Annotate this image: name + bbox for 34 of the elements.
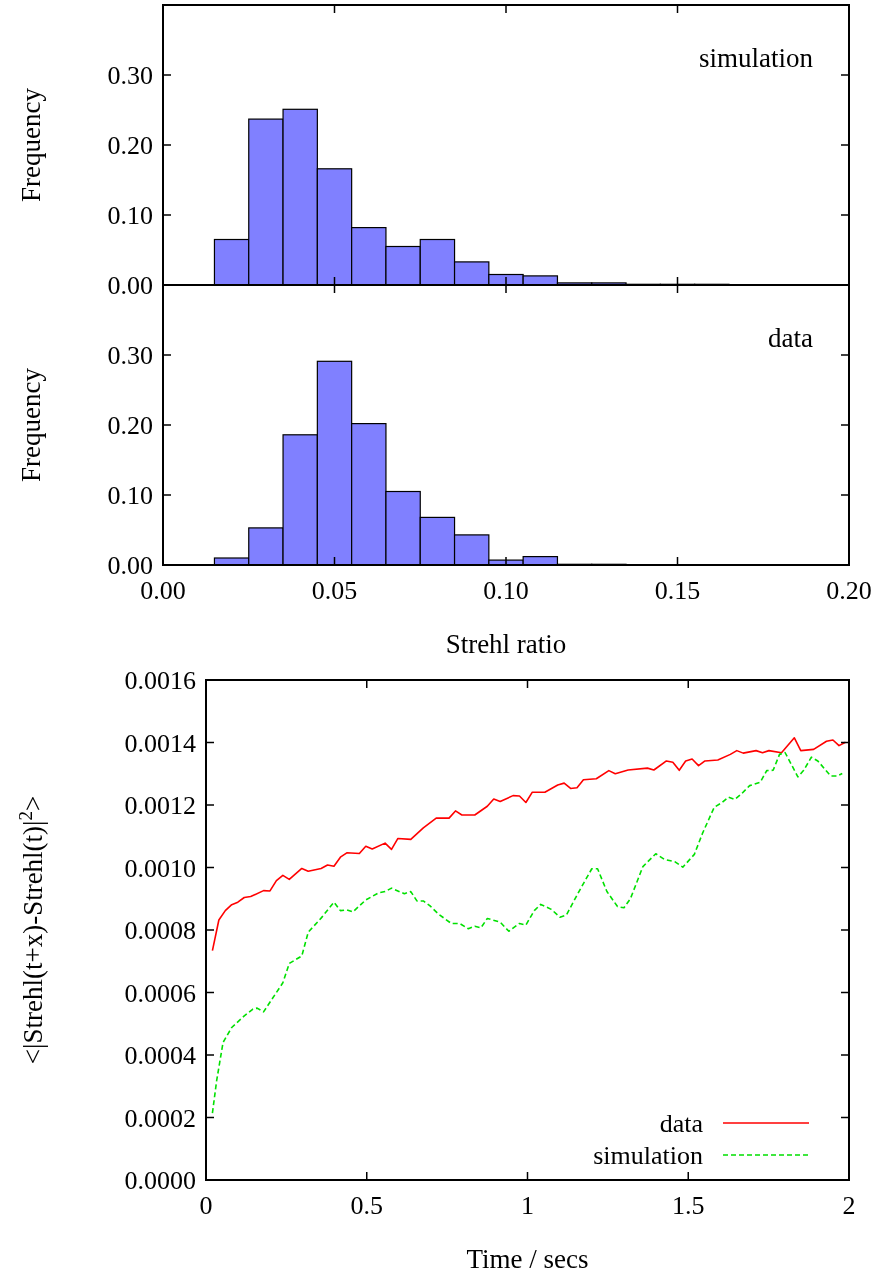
y-tick-label: 0.0010: [124, 853, 196, 883]
y-axis-title: Frequency: [16, 87, 46, 202]
y-tick-label: 0.00: [107, 271, 153, 300]
x-tick-label: 0.05: [311, 576, 358, 605]
y-tick-label: 0.0006: [124, 978, 196, 1008]
annotation: simulation: [699, 43, 814, 73]
x-tick-label: 1.5: [672, 1191, 705, 1220]
y-tick-label: 0.20: [107, 131, 153, 160]
x-axis-title: Strehl ratio: [445, 629, 567, 659]
y-tick-label: 0.0000: [124, 1166, 196, 1195]
y-tick-label: 0.20: [107, 411, 153, 440]
y-tick-label: 0.00: [107, 551, 153, 580]
x-tick-label: 2: [842, 1191, 856, 1220]
legend-label: simulation: [593, 1141, 703, 1170]
y-tick-label: 0.10: [107, 481, 153, 510]
y-tick-label: 0.0014: [124, 728, 196, 758]
y-tick-label: 0.30: [107, 341, 153, 370]
x-tick-label: 0.15: [654, 576, 701, 605]
y-tick-label: 0.0004: [124, 1041, 196, 1070]
x-tick-label: 0.10: [483, 576, 529, 605]
y-tick-label: 0.0002: [124, 1103, 196, 1133]
y-tick-label: 0.0012: [124, 791, 196, 820]
y-tick-label: 0.30: [107, 61, 153, 90]
y-axis-title: Frequency: [16, 367, 46, 482]
x-tick-label: 0.5: [350, 1191, 383, 1220]
y-tick-label: 0.0016: [124, 666, 196, 695]
annotation: data: [768, 323, 813, 353]
x-tick-label: 0: [199, 1191, 213, 1220]
x-tick-label: 0.20: [826, 576, 872, 605]
x-tick-label: 1: [521, 1191, 534, 1220]
legend-label: data: [659, 1109, 704, 1138]
y-tick-label: 0.10: [107, 201, 153, 230]
y-tick-label: 0.0008: [124, 916, 196, 945]
x-axis-title: Time / secs: [466, 1244, 589, 1274]
